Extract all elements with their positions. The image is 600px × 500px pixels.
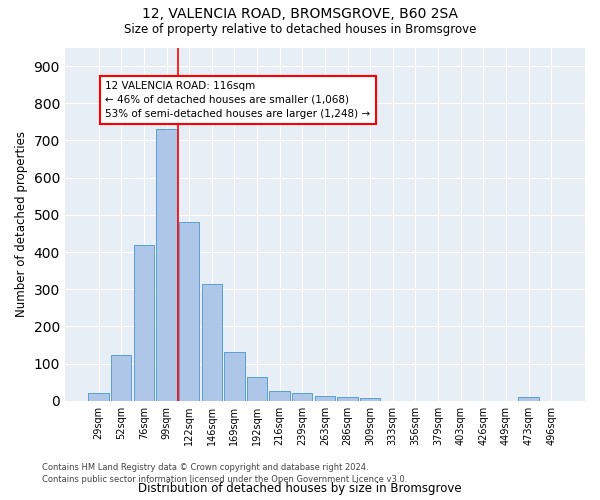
Bar	[337, 397, 358, 401]
Text: Contains public sector information licensed under the Open Government Licence v3: Contains public sector information licen…	[42, 475, 407, 484]
Bar	[224, 352, 245, 401]
Text: Contains HM Land Registry data © Crown copyright and database right 2024.: Contains HM Land Registry data © Crown c…	[42, 464, 368, 472]
Y-axis label: Number of detached properties: Number of detached properties	[15, 131, 28, 317]
Text: 12, VALENCIA ROAD, BROMSGROVE, B60 2SA: 12, VALENCIA ROAD, BROMSGROVE, B60 2SA	[142, 8, 458, 22]
Bar	[202, 284, 222, 401]
Bar	[292, 392, 313, 401]
Text: 12 VALENCIA ROAD: 116sqm
← 46% of detached houses are smaller (1,068)
53% of sem: 12 VALENCIA ROAD: 116sqm ← 46% of detach…	[106, 81, 371, 119]
Bar	[179, 222, 199, 401]
Bar	[111, 356, 131, 401]
Bar	[269, 392, 290, 401]
Text: Size of property relative to detached houses in Bromsgrove: Size of property relative to detached ho…	[124, 22, 476, 36]
Text: Distribution of detached houses by size in Bromsgrove: Distribution of detached houses by size …	[138, 482, 462, 495]
Bar	[247, 376, 267, 401]
Bar	[157, 130, 176, 401]
Bar	[518, 398, 539, 401]
Bar	[134, 244, 154, 401]
Bar	[315, 396, 335, 401]
Bar	[88, 394, 109, 401]
Bar	[360, 398, 380, 401]
